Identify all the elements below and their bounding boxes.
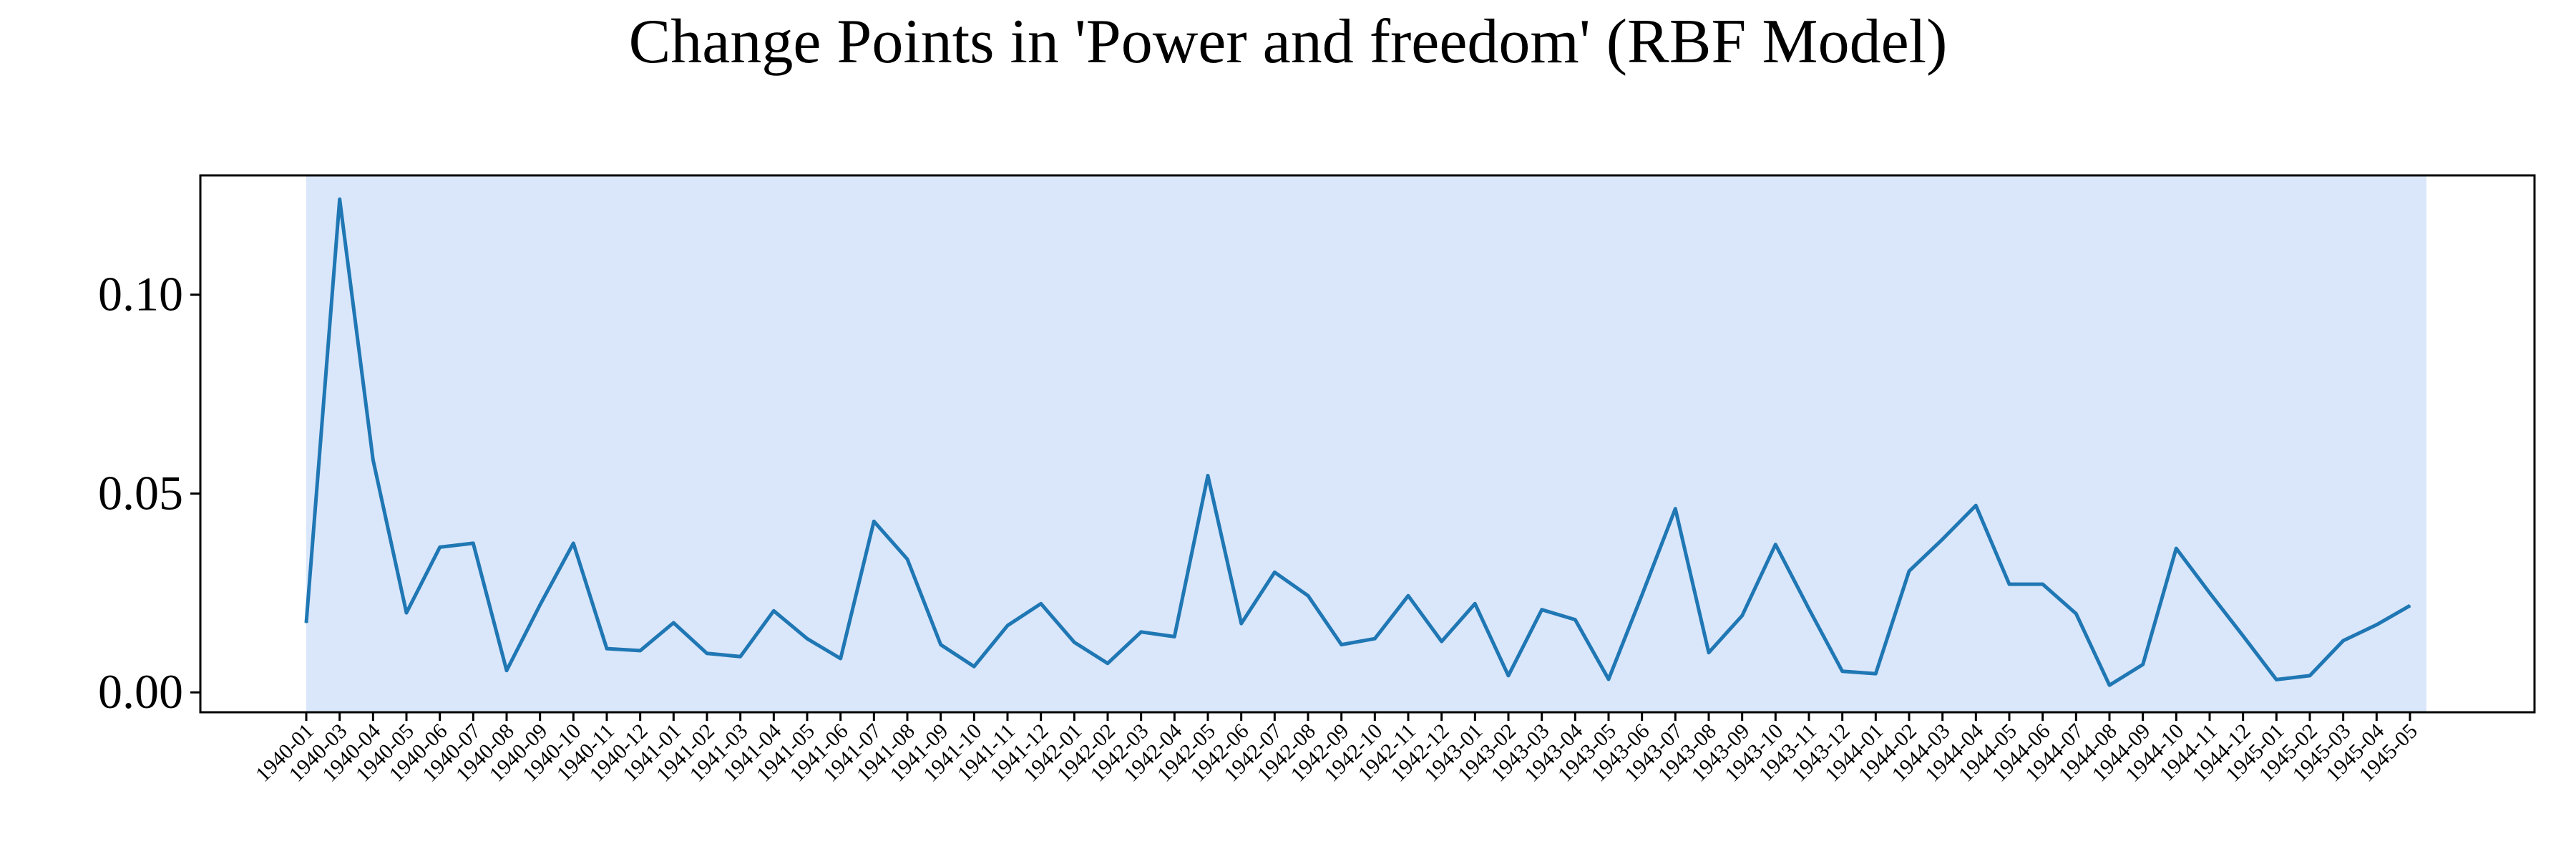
data-point: [2142, 664, 2144, 666]
data-point: [1207, 475, 1209, 477]
data-point: [2109, 684, 2110, 686]
data-point: [2175, 548, 2177, 549]
data-point: [406, 612, 407, 613]
data-point: [2242, 635, 2244, 637]
data-point: [2041, 583, 2044, 585]
data-point: [1975, 505, 1977, 506]
data-point: [1073, 641, 1075, 644]
data-point: [1508, 675, 1509, 676]
data-point: [1474, 603, 1476, 605]
data-point: [1107, 662, 1108, 664]
data-point: [1841, 670, 1843, 672]
data-point: [606, 648, 608, 649]
data-point: [1440, 641, 1443, 642]
data-point: [706, 652, 708, 654]
data-point: [2209, 592, 2210, 594]
data-point: [439, 546, 441, 548]
data-point: [1941, 538, 1943, 540]
series-line: [304, 197, 2411, 687]
data-point: [2409, 605, 2411, 606]
data-point: [673, 622, 675, 623]
data-point: [2275, 679, 2278, 681]
data-point: [806, 638, 808, 640]
y-tick-label: 0.00: [98, 664, 183, 719]
data-point: [1140, 631, 1142, 633]
data-point: [1574, 618, 1576, 621]
data-point: [539, 604, 541, 606]
data-point: [1541, 608, 1543, 611]
chart-title: Change Points in 'Power and freedom' (RB…: [628, 7, 1948, 77]
data-point: [1875, 673, 1877, 674]
data-point: [506, 669, 507, 671]
data-point: [1808, 608, 1810, 610]
data-point: [338, 198, 341, 200]
data-point: [2009, 583, 2010, 585]
change-point-span-layer: [306, 175, 2426, 712]
data-point: [973, 666, 975, 667]
data-point: [2342, 640, 2344, 641]
data-point: [1240, 623, 1242, 624]
data-point: [472, 543, 474, 544]
x-axis: 1940-011940-031940-041940-051940-061940-…: [251, 712, 2422, 787]
data-point: [739, 656, 741, 658]
data-point: [2309, 675, 2311, 676]
data-point: [1340, 644, 1342, 646]
y-tick-label: 0.10: [98, 267, 183, 321]
data-point: [940, 644, 942, 646]
data-point: [1307, 595, 1309, 597]
data-point: [1775, 543, 1777, 545]
data-point: [1040, 603, 1042, 605]
data-point: [1174, 636, 1176, 638]
data-point: [1274, 571, 1276, 573]
data-point: [1608, 679, 1609, 680]
data-point: [1407, 595, 1409, 597]
data-point: [1674, 508, 1677, 510]
data-point: [306, 622, 307, 623]
data-point: [1641, 594, 1643, 596]
change-point-span: [306, 175, 2426, 712]
data-point: [907, 558, 908, 560]
data-point: [2376, 623, 2378, 626]
data-point: [773, 610, 775, 612]
y-axis: 0.00 0.05 0.10: [98, 267, 200, 719]
data-point: [1741, 615, 1743, 616]
data-point: [572, 543, 575, 544]
data-point: [1908, 570, 1910, 572]
data-point: [372, 459, 374, 461]
y-tick-label: 0.05: [98, 465, 183, 520]
data-point: [1374, 638, 1376, 640]
data-point: [1708, 651, 1709, 654]
plot-area-frame: [199, 174, 2536, 714]
data-point: [873, 520, 875, 523]
series-layer: [304, 197, 2411, 687]
data-point: [639, 650, 641, 651]
data-point: [1007, 625, 1008, 626]
data-point: [2075, 613, 2077, 615]
data-point: [839, 658, 841, 659]
